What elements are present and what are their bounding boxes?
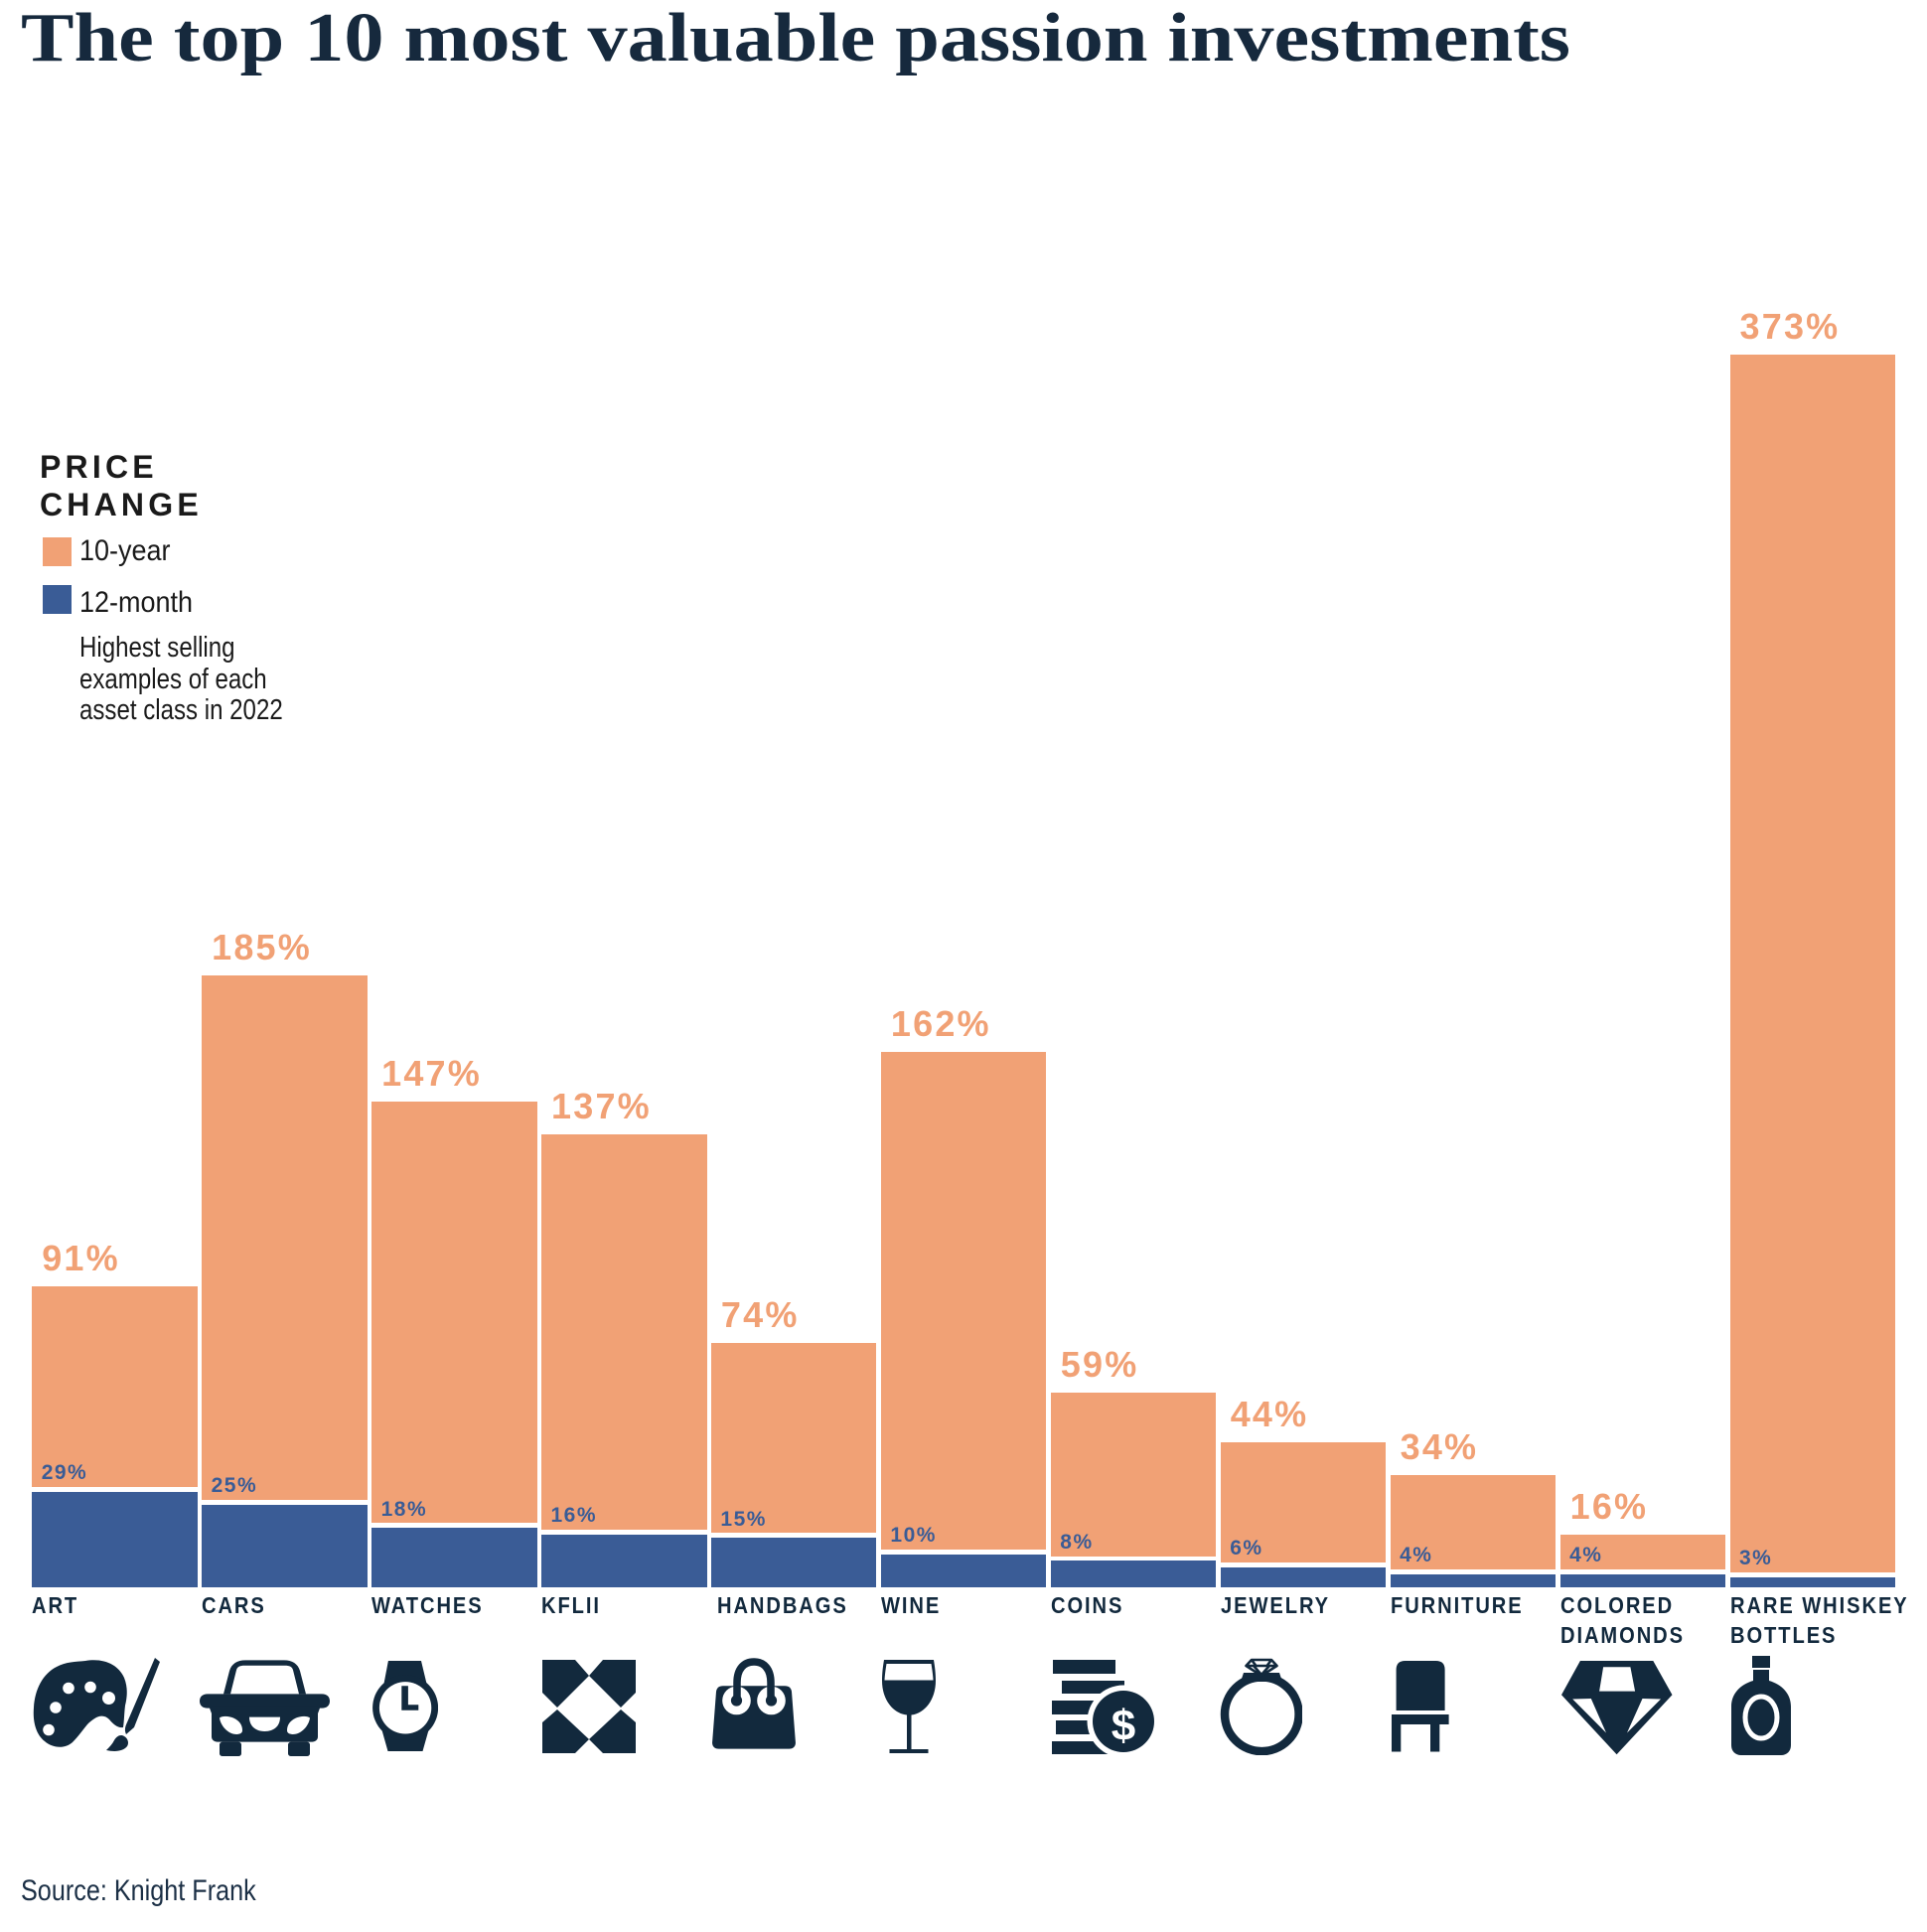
svg-text:$: $: [1112, 1702, 1135, 1750]
